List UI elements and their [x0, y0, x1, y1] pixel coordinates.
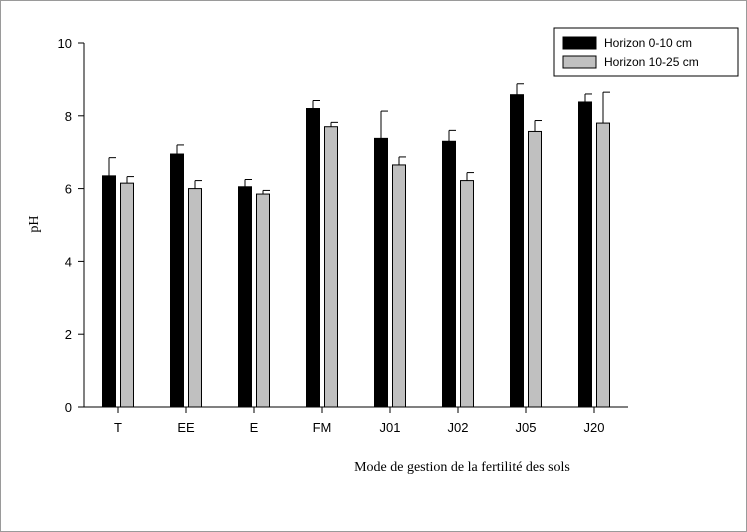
x-tick-label-FM: FM — [313, 420, 332, 435]
bar-1-FM — [324, 126, 338, 408]
y-tick-label-10: 10 — [58, 36, 72, 51]
y-tick-label-6: 6 — [65, 182, 72, 197]
x-tick-label-T: T — [114, 420, 122, 435]
y-tick-label-0: 0 — [65, 400, 72, 415]
legend-label-1: Horizon 10-25 cm — [604, 55, 699, 69]
bar-1-J02 — [460, 180, 474, 408]
bar-1-J01 — [392, 164, 406, 408]
x-tick-label-J20: J20 — [584, 420, 605, 435]
bar-0-FM — [306, 108, 320, 408]
x-tick-label-E: E — [250, 420, 259, 435]
y-tick-label-8: 8 — [65, 109, 72, 124]
legend-swatch-0 — [562, 36, 597, 50]
bar-1-J05 — [528, 130, 542, 408]
x-tick-label-J01: J01 — [380, 420, 401, 435]
x-tick-label-J02: J02 — [448, 420, 469, 435]
x-tick-label-J05: J05 — [516, 420, 537, 435]
y-axis-title: pH — [27, 215, 42, 232]
bar-0-J20 — [578, 101, 592, 408]
bar-0-E — [238, 186, 252, 408]
legend-label-0: Horizon 0-10 cm — [604, 36, 692, 50]
bar-1-E — [256, 193, 270, 408]
legend-swatch-1 — [562, 55, 597, 69]
bar-1-T — [120, 182, 134, 408]
y-tick-label-2: 2 — [65, 327, 72, 342]
y-tick-label-4: 4 — [65, 254, 72, 269]
legend: Horizon 0-10 cm Horizon 10-25 cm — [553, 27, 739, 77]
x-axis-title: Mode de gestion de la fertilité des sols — [354, 460, 570, 475]
x-tick-label-EE: EE — [177, 420, 195, 435]
bar-0-J02 — [442, 140, 456, 408]
bar-1-J20 — [596, 122, 610, 408]
bar-0-J01 — [374, 137, 388, 408]
bar-1-EE — [188, 188, 202, 408]
bar-0-J05 — [510, 94, 524, 408]
bar-0-EE — [170, 153, 184, 408]
bar-0-T — [102, 175, 116, 408]
